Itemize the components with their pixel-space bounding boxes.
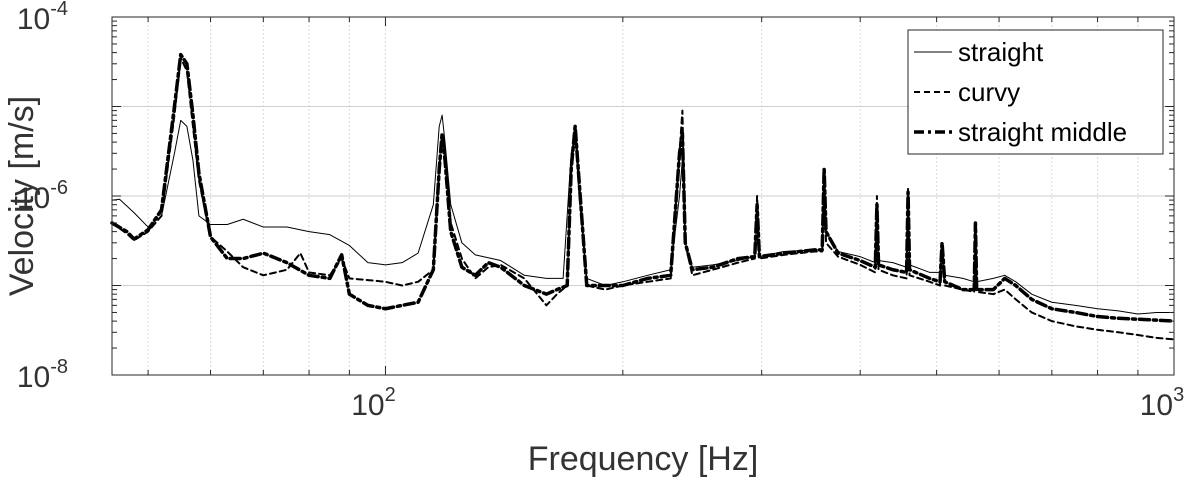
series-layer (110, 52, 1176, 341)
y-tick-label: 10-4 (17, 0, 68, 36)
legend: straight curvy straight middle (907, 29, 1164, 155)
x-axis-label: Frequency [Hz] (528, 440, 759, 478)
y-tick-label: 10-8 (17, 356, 68, 394)
tick-labels: 102 103 10-8 10-6 10-4 (17, 0, 1184, 422)
x-tick-label: 102 (351, 384, 396, 422)
y-axis-label: Velocity [m/s] (3, 96, 41, 296)
legend-label-curvy: curvy (958, 77, 1020, 107)
y-tick-label: 10-6 (17, 177, 68, 215)
series-line-straight (111, 114, 1175, 315)
legend-label-straight-middle: straight middle (958, 117, 1127, 147)
series-line-straight-middle (110, 52, 1176, 323)
legend-label-straight: straight (958, 37, 1044, 67)
tick-marks (112, 16, 1175, 376)
x-tick-label: 103 (1140, 384, 1185, 422)
